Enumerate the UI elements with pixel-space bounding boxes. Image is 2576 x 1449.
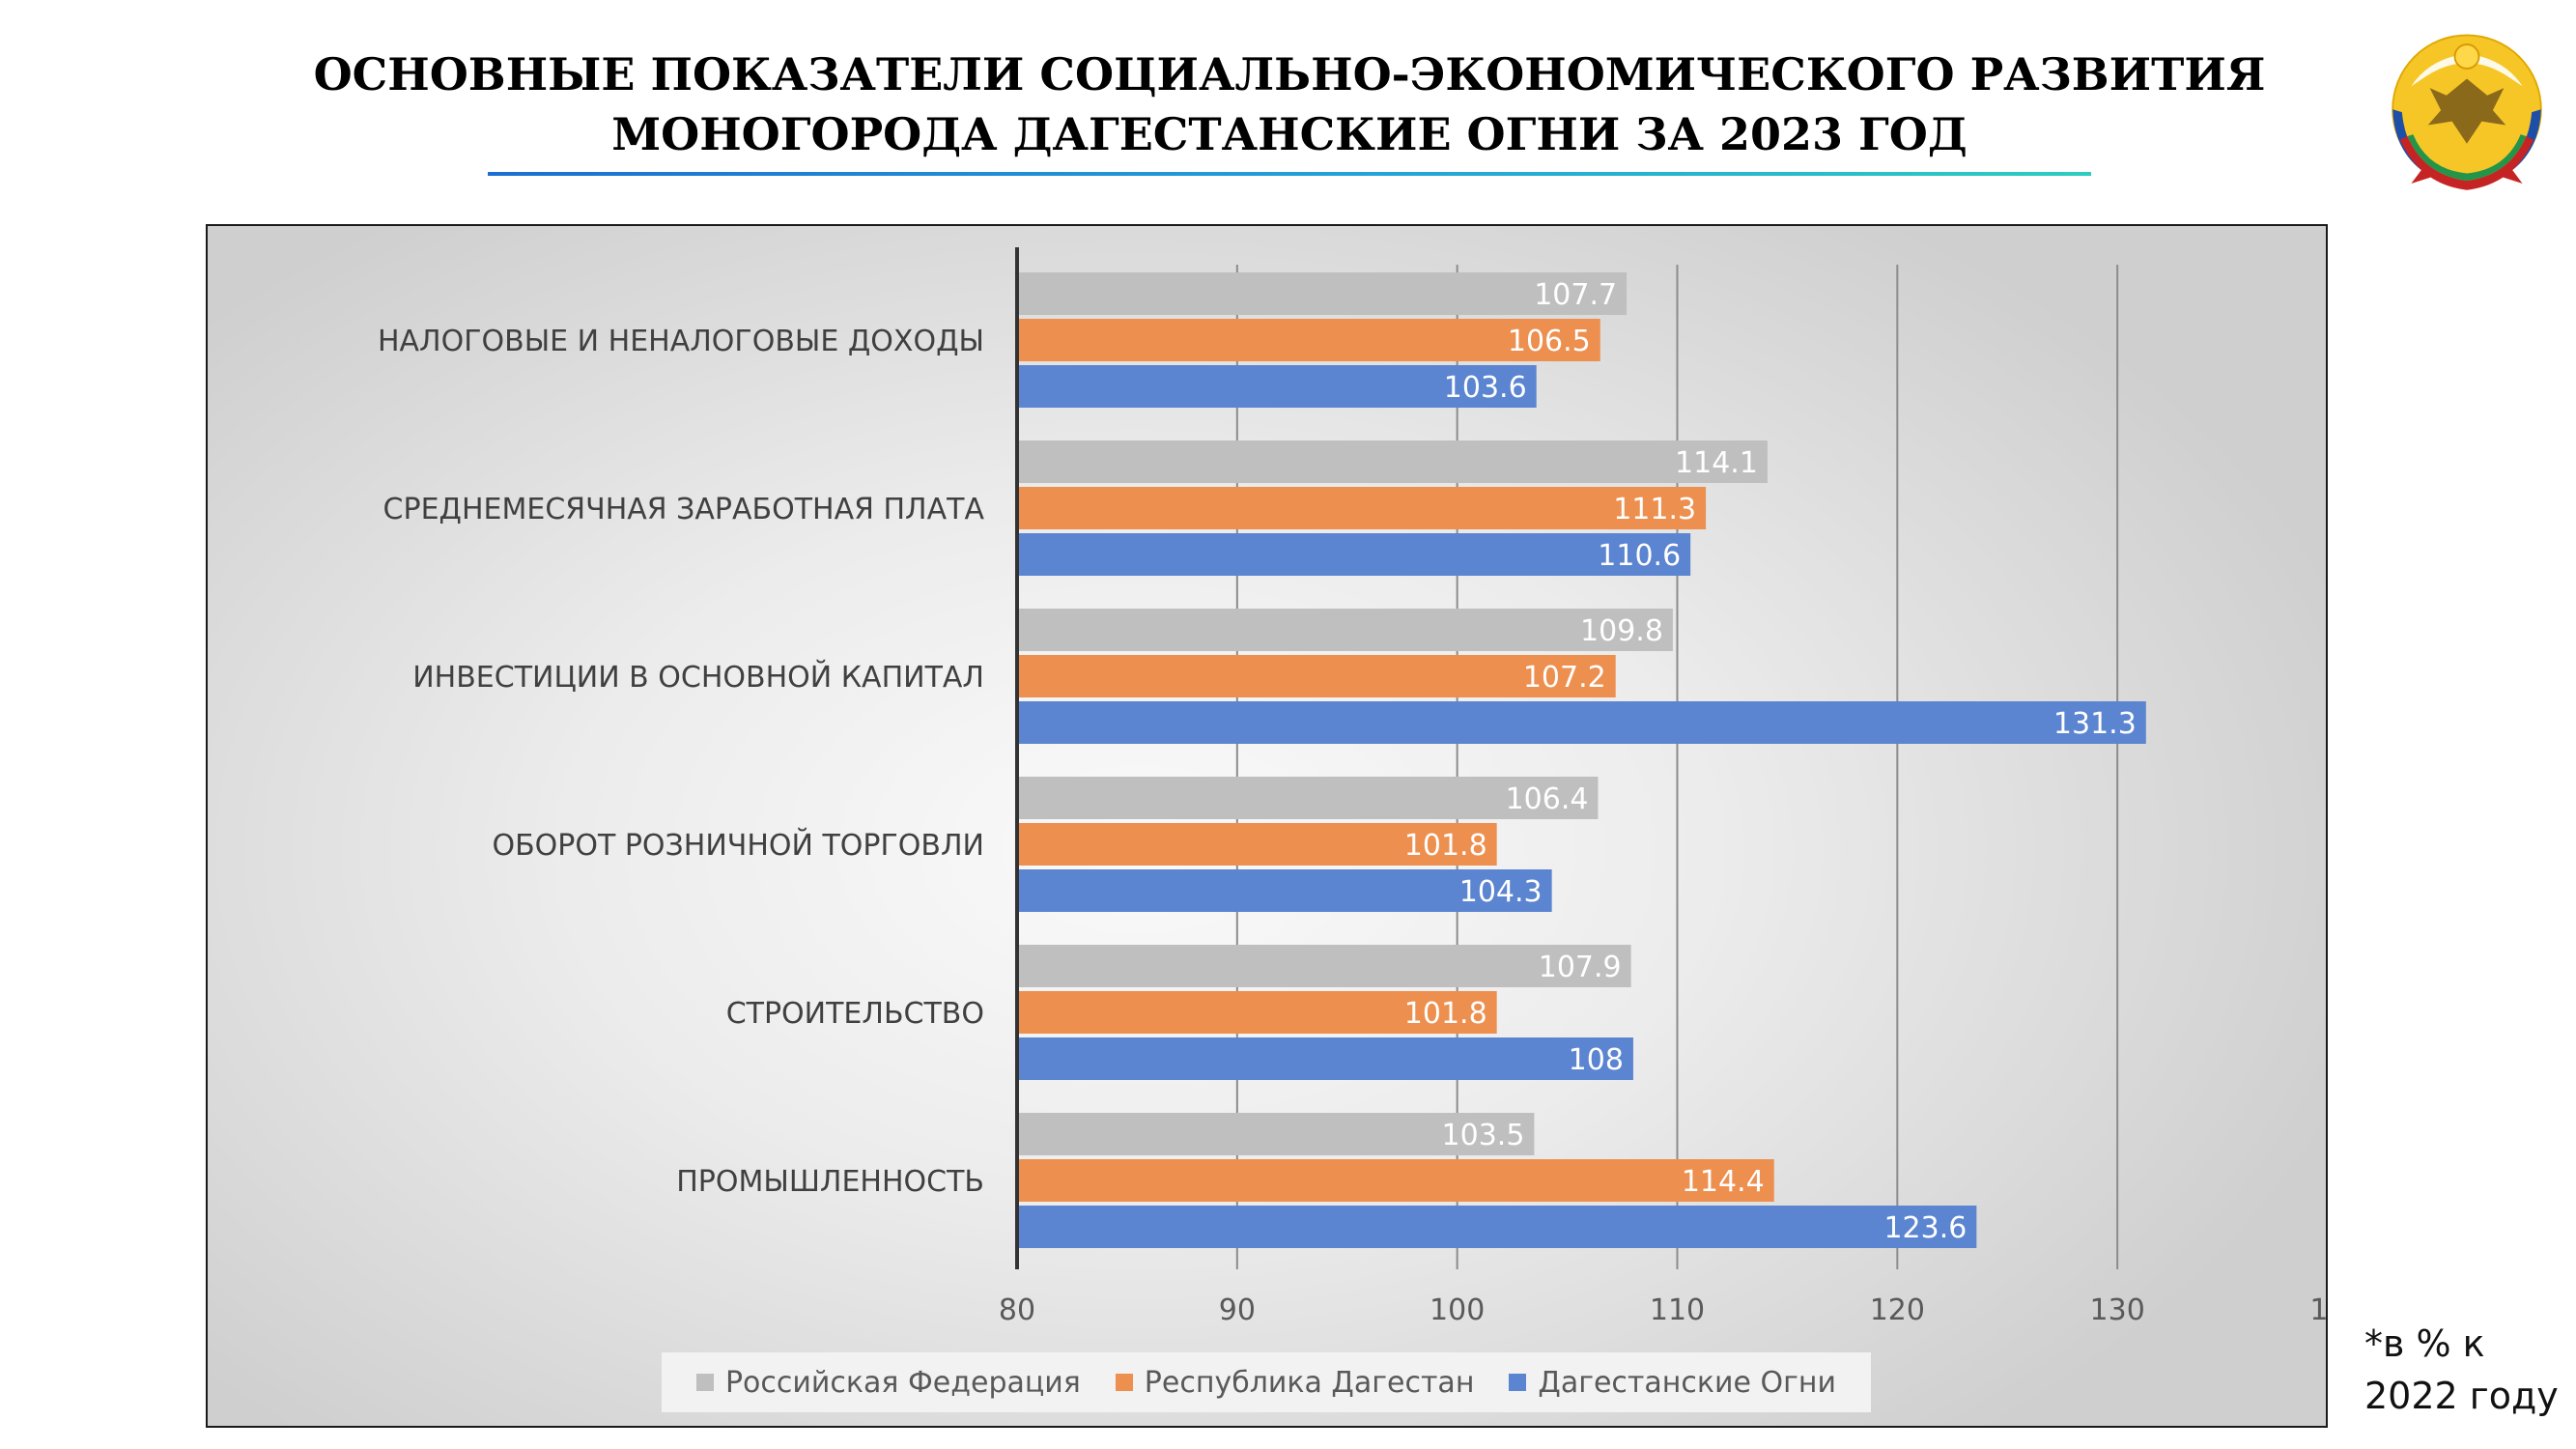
data-label-dagestanskie-ogni-4: 108 (1569, 1043, 1624, 1077)
bar-russia-5 (1017, 1113, 1535, 1155)
chart-legend: Российская Федерация Республика Дагестан… (662, 1352, 1871, 1412)
data-label-russia-4: 107.9 (1539, 951, 1622, 984)
data-label-dagestanskie-ogni-0: 103.6 (1444, 371, 1527, 405)
bar-russia-3 (1017, 777, 1599, 819)
data-label-russia-1: 114.1 (1675, 446, 1758, 480)
x-tick-label-110: 110 (1650, 1293, 1705, 1327)
data-label-dagestan-republic-4: 101.8 (1404, 997, 1487, 1031)
x-tick-label-100: 100 (1430, 1293, 1485, 1327)
bar-russia-1 (1017, 440, 1768, 483)
data-label-dagestan-republic-2: 107.2 (1523, 661, 1606, 695)
category-label-2: ИНВЕСТИЦИИ В ОСНОВНОЙ КАПИТАЛ (412, 660, 984, 695)
data-label-dagestanskie-ogni-5: 123.6 (1883, 1211, 1967, 1245)
bar-dagestan-republic-5 (1017, 1159, 1774, 1202)
dagestan-coat-of-arms-icon (2392, 34, 2542, 190)
chart-frame: 107.7 106.5 103.6 НАЛОГОВЫЕ И НЕНАЛОГОВЫЕ Д… (206, 224, 2328, 1428)
data-label-russia-3: 106.4 (1506, 782, 1589, 816)
category-label-4: СТРОИТЕЛЬСТВО (726, 997, 984, 1031)
data-label-russia-2: 109.8 (1580, 614, 1663, 648)
bar-russia-2 (1017, 609, 1673, 651)
legend-label-dagestan-republic: Республика Дагестан (1144, 1365, 1475, 1400)
data-label-dagestan-republic-5: 114.4 (1682, 1165, 1765, 1199)
title-line-2: МОНОГОРОДА ДАГЕСТАНСКИЕ ОГНИ ЗА 2023 ГОД (611, 108, 1967, 160)
legend-item-dagestanskie-ogni: Дагестанские Огни (1509, 1366, 1836, 1400)
legend-swatch-dagestan-republic (1115, 1374, 1133, 1391)
data-label-dagestanskie-ogni-3: 104.3 (1459, 875, 1543, 909)
x-tick-label-130: 130 (2090, 1293, 2145, 1327)
category-label-1: СРЕДНЕМЕСЯЧНАЯ ЗАРАБОТНАЯ ПЛАТА (383, 493, 985, 526)
legend-item-russia: Российская Федерация (695, 1365, 1081, 1400)
footnote-line-2: 2022 году (2364, 1375, 2559, 1417)
legend-item-dagestan-republic: Республика Дагестан (1115, 1365, 1475, 1400)
bar-dagestan-republic-1 (1017, 487, 1707, 529)
bar-dagestan-republic-3 (1017, 823, 1497, 866)
bar-dagestanskie-ogni-4 (1017, 1037, 1633, 1080)
bar-dagestanskie-ogni-5 (1017, 1206, 1977, 1248)
bar-russia-4 (1017, 945, 1631, 987)
bar-dagestanskie-ogni-0 (1017, 365, 1537, 408)
data-label-dagestan-republic-3: 101.8 (1404, 829, 1487, 863)
x-tick-label-90: 90 (1219, 1293, 1256, 1327)
legend-label-russia: Российская Федерация (724, 1365, 1081, 1400)
legend-label-dagestanskie-ogni: Дагестанские Огни (1538, 1365, 1836, 1400)
footnote: *в % к 2022 году (2364, 1318, 2567, 1422)
category-label-0: НАЛОГОВЫЕ И НЕНАЛОГОВЫЕ ДОХОДЫ (378, 325, 984, 358)
x-tick-label-120: 120 (1870, 1293, 1925, 1327)
x-tick-label-140: 140 (2309, 1293, 2326, 1327)
data-label-russia-0: 107.7 (1534, 278, 1617, 312)
data-label-dagestan-republic-0: 106.5 (1508, 325, 1591, 358)
x-tick-label-80: 80 (999, 1293, 1035, 1327)
legend-swatch-russia (695, 1374, 714, 1391)
data-label-dagestanskie-ogni-1: 110.6 (1598, 539, 1681, 573)
bar-dagestanskie-ogni-1 (1017, 533, 1691, 576)
data-label-dagestanskie-ogni-2: 131.3 (2053, 707, 2137, 741)
bar-dagestan-republic-0 (1017, 319, 1600, 361)
title-underline (488, 172, 2091, 176)
data-label-russia-5: 103.5 (1442, 1119, 1525, 1152)
bar-russia-0 (1017, 272, 1628, 315)
data-label-dagestan-republic-1: 111.3 (1613, 493, 1696, 526)
bar-dagestanskie-ogni-3 (1017, 869, 1552, 912)
bar-dagestan-republic-4 (1017, 991, 1497, 1034)
page-title: ОСНОВНЫЕ ПОКАЗАТЕЛИ СОЦИАЛЬНО-ЭКОНОМИЧЕС… (290, 44, 2289, 164)
category-label-5: ПРОМЫШЛЕННОСТЬ (676, 1165, 984, 1199)
bar-dagestanskie-ogni-2 (1017, 701, 2146, 744)
legend-swatch-dagestanskie-ogni (1509, 1374, 1527, 1391)
bar-dagestan-republic-2 (1017, 655, 1616, 697)
category-label-3: ОБОРОТ РОЗНИЧНОЙ ТОРГОВЛИ (492, 828, 984, 863)
footnote-line-1: *в % к (2364, 1322, 2485, 1365)
bar-chart: 107.7 106.5 103.6 НАЛОГОВЫЕ И НЕНАЛОГОВЫЕ Д… (378, 247, 2326, 1327)
title-line-1: ОСНОВНЫЕ ПОКАЗАТЕЛИ СОЦИАЛЬНО-ЭКОНОМИЧЕС… (313, 48, 2266, 100)
